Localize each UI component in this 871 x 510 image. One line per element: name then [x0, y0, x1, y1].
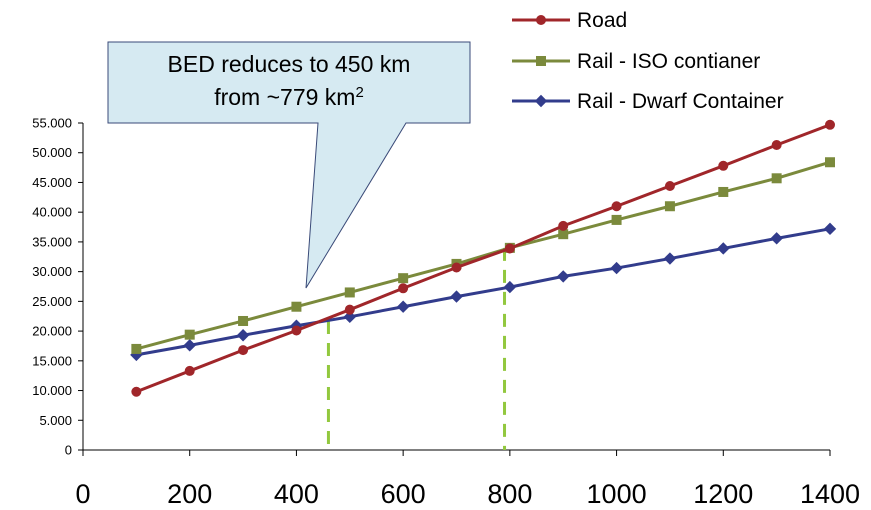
callout-bubble	[108, 42, 470, 288]
series-diamond	[130, 223, 836, 361]
data-point	[184, 339, 196, 351]
data-point	[452, 262, 462, 272]
series-square	[131, 157, 835, 354]
data-point	[772, 173, 782, 183]
legend-label: Rail - ISO contianer	[577, 50, 760, 73]
legend-label: Road	[577, 9, 627, 32]
data-point	[770, 232, 782, 244]
data-point	[131, 387, 141, 397]
data-point	[398, 283, 408, 293]
y-tick-label: 35.000	[32, 234, 72, 249]
x-tick-label: 1000	[587, 479, 647, 509]
data-point	[450, 290, 462, 302]
callout-line-1: BED reduces to 450 km	[168, 51, 411, 77]
data-point	[717, 242, 729, 254]
x-tick-label: 200	[167, 479, 212, 509]
data-point	[610, 262, 622, 274]
data-point	[398, 273, 408, 283]
data-point	[825, 120, 835, 130]
callout-superscript: 2	[355, 84, 363, 101]
legend-swatch-marker	[536, 15, 546, 25]
y-tick-label: 25.000	[32, 294, 72, 309]
data-point	[185, 366, 195, 376]
axes: 0 5.000 10.000 15.000 20.000 25.000 30.000 35.0…	[32, 116, 860, 510]
y-tick-label: 50.000	[32, 145, 72, 160]
y-tick-label: 45.000	[32, 175, 72, 190]
data-point	[397, 301, 409, 313]
data-point	[612, 215, 622, 225]
legend-swatch-marker	[536, 56, 546, 66]
data-point	[291, 302, 301, 312]
data-point	[665, 181, 675, 191]
data-point	[718, 161, 728, 171]
callout-line-2: from ~779 km2	[214, 84, 364, 111]
data-point	[185, 330, 195, 340]
x-tick-label: 0	[75, 479, 90, 509]
x-tick-label: 1400	[800, 479, 860, 509]
data-point	[238, 345, 248, 355]
data-point	[131, 344, 141, 354]
data-point	[612, 201, 622, 211]
reference-lines	[328, 248, 504, 450]
y-tick-label: 20.000	[32, 324, 72, 339]
y-axis-ticks: 0 5.000 10.000 15.000 20.000 25.000 30.000 35.0…	[32, 116, 83, 458]
callout-line-2-text: from ~779 km	[214, 84, 355, 110]
data-point	[237, 329, 249, 341]
data-point	[558, 221, 568, 231]
y-tick-label: 15.000	[32, 353, 72, 368]
data-point	[291, 325, 301, 335]
data-point	[557, 270, 569, 282]
legend: Road Rail - ISO contianer Rail - Dwarf Con…	[512, 9, 784, 113]
x-tick-label: 600	[381, 479, 426, 509]
data-point	[825, 157, 835, 167]
legend-label: Rail - Dwarf Container	[577, 90, 784, 113]
series-circle	[131, 120, 835, 397]
x-axis-ticks: 0 200 400 600 800 1000 1200 1400	[75, 450, 860, 509]
data-point	[345, 305, 355, 315]
data-point	[345, 287, 355, 297]
callout-annotation: BED reduces to 450 km from ~779 km2	[108, 42, 470, 288]
data-point	[664, 252, 676, 264]
y-tick-label: 40.000	[32, 205, 72, 220]
legend-item: Rail - Dwarf Container	[512, 90, 784, 113]
legend-swatch-marker	[535, 95, 547, 107]
data-point	[238, 316, 248, 326]
data-point	[665, 201, 675, 211]
y-tick-label: 10.000	[32, 383, 72, 398]
legend-item: Rail - ISO contianer	[512, 50, 760, 73]
data-point	[772, 140, 782, 150]
y-tick-label: 0	[65, 443, 72, 458]
x-tick-label: 800	[487, 479, 532, 509]
x-tick-label: 1200	[693, 479, 753, 509]
data-point	[824, 223, 836, 235]
series-layer	[130, 120, 836, 397]
data-point	[718, 187, 728, 197]
x-tick-label: 400	[274, 479, 319, 509]
y-tick-label: 30.000	[32, 264, 72, 279]
y-tick-label: 55.000	[32, 116, 72, 131]
y-tick-label: 5.000	[39, 413, 72, 428]
legend-item: Road	[512, 9, 627, 32]
data-point	[505, 243, 515, 253]
